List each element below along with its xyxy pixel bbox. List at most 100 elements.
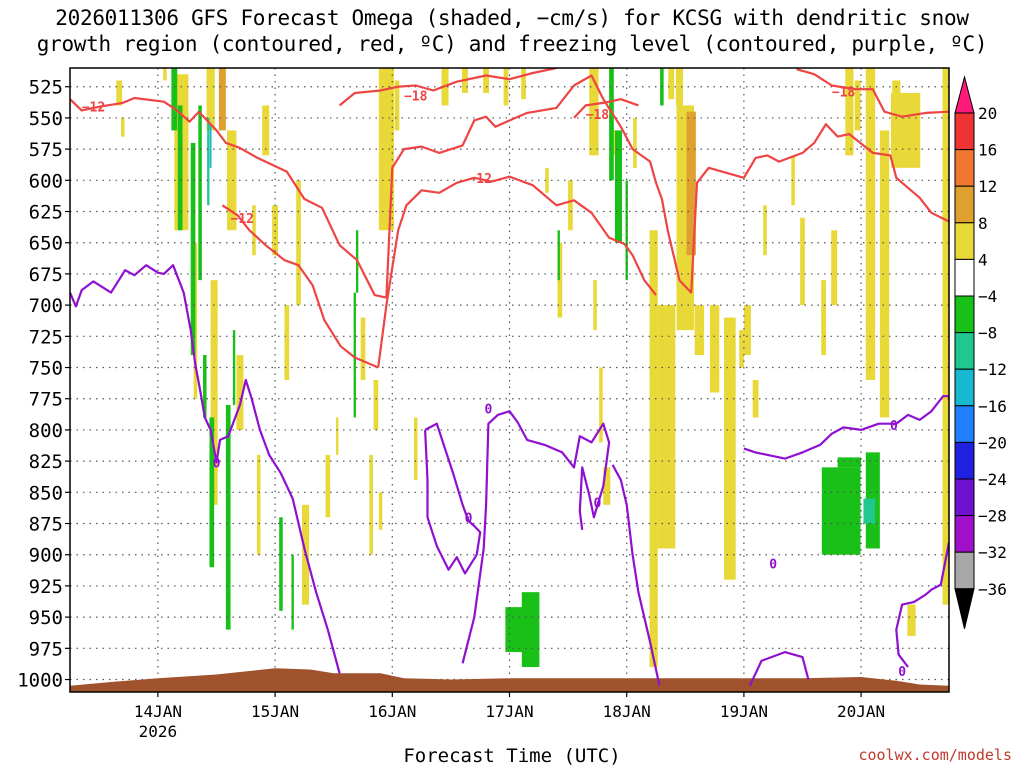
omega-shade-green-76	[291, 554, 294, 630]
omega-shade-yellow-13	[272, 205, 279, 256]
colorbar-block-5	[954, 258, 975, 297]
omega-shade-teal-71	[207, 117, 210, 206]
colorbar-bottom-arrow	[954, 588, 975, 629]
colorbar-label-10: −24	[978, 470, 1007, 489]
omega-shade-yellow-10	[252, 205, 256, 256]
y-tick-label-650: 650	[29, 233, 63, 255]
omega-shade-green-68	[198, 105, 202, 281]
purple-contour-label-3: 0	[593, 496, 601, 511]
y-tick-label-600: 600	[29, 170, 63, 192]
omega-shade-green-75	[279, 517, 283, 611]
omega-shade-orange-7	[218, 68, 226, 131]
y-tick-label-800: 800	[29, 420, 63, 442]
omega-shade-yellow-34	[589, 68, 599, 156]
omega-shade-yellow-22	[378, 492, 383, 530]
omega-shade-yellow-2	[163, 68, 167, 81]
red-contour-line-2	[377, 175, 657, 368]
purple-contour-line-0	[70, 264, 341, 674]
omega-shade-green-82	[609, 68, 614, 181]
y-tick-label-850: 850	[29, 482, 63, 504]
colorbar-block-13	[954, 551, 975, 590]
colorbar-label-11: −28	[978, 507, 1007, 526]
omega-shade-teal-89	[863, 498, 876, 524]
omega-shade-yellow-40	[649, 230, 658, 668]
omega-shade-yellow-12	[262, 105, 270, 156]
x-tick-label-19JAN: 19JAN	[720, 702, 768, 721]
colorbar-label-13: −36	[978, 580, 1007, 599]
omega-shade-yellow-36	[599, 367, 603, 443]
omega-shade-yellow-35	[593, 280, 597, 331]
red-contour-line-3	[338, 68, 557, 107]
red-contour-label-4: −18	[586, 108, 610, 123]
omega-shade-yellow-21	[373, 380, 379, 430]
omega-shade-green-77	[353, 292, 356, 418]
colorbar-block-6	[954, 295, 975, 334]
omega-shade-yellow-28	[483, 68, 489, 93]
y-tick-label-575: 575	[29, 139, 63, 161]
omega-shade-yellow-17	[325, 454, 331, 518]
omega-shade-green-86	[821, 467, 861, 555]
x-tick-label-17JAN: 17JAN	[485, 702, 533, 721]
omega-shade-yellow-58	[854, 80, 861, 131]
omega-shade-yellow-50	[743, 305, 751, 356]
purple-contour-line-2	[424, 422, 482, 575]
purple-contour-label-2: 0	[465, 511, 473, 526]
omega-shade-yellow-30	[521, 68, 526, 100]
omega-shade-yellow-39	[633, 117, 637, 168]
y-tick-label-675: 675	[29, 264, 63, 286]
omega-shade-green-67	[190, 142, 196, 356]
omega-shade-yellow-51	[752, 380, 759, 418]
colorbar-label-9: −20	[978, 433, 1007, 452]
purple-contour-line-4	[748, 651, 810, 687]
credit-link[interactable]: coolwx.com/models	[858, 746, 1012, 764]
y-tick-label-1000: 1000	[17, 670, 63, 692]
colorbar-label-2: 12	[978, 177, 997, 196]
omega-shade-yellow-25	[413, 417, 418, 480]
colorbar-top-arrow	[954, 75, 975, 114]
colorbar-label-0: 20	[978, 104, 997, 123]
omega-shade-yellow-0	[116, 80, 123, 106]
omega-shade-yellow-33	[568, 180, 573, 231]
colorbar-label-3: 8	[978, 214, 988, 233]
omega-shade-yellow-49	[739, 330, 744, 368]
red-contour-label-2: −12	[468, 172, 491, 187]
omega-shade-yellow-59	[865, 68, 876, 380]
colorbar-block-7	[954, 332, 975, 370]
omega-shade-green-83	[614, 130, 623, 243]
colorbar-block-2	[954, 149, 975, 187]
colorbar-label-1: 16	[978, 141, 997, 160]
omega-shade-yellow-47	[709, 305, 720, 393]
colorbar-block-11	[954, 478, 975, 517]
red-contour-line-5	[796, 68, 949, 118]
omega-shade-green-69	[203, 355, 207, 418]
omega-shade-green-65	[171, 68, 178, 131]
omega-shade-yellow-43	[675, 68, 683, 106]
x-tick-label-20JAN: 20JAN	[837, 702, 885, 721]
omega-shade-green-73	[225, 404, 231, 630]
omega-shade-yellow-54	[800, 217, 805, 306]
y-tick-label-550: 550	[29, 108, 63, 130]
red-contour-line-1	[221, 204, 379, 369]
x-tick-label-18JAN: 18JAN	[603, 702, 651, 721]
chart-title-line-1: 2026011306 GFS Forecast Omega (shaded, −…	[55, 6, 969, 30]
omega-shade-yellow-57	[845, 68, 854, 156]
y-tick-label-925: 925	[29, 576, 63, 598]
chart-title-line-2: growth region (contoured, red, ºC) and f…	[36, 32, 988, 56]
omega-shade-orange-45	[686, 111, 696, 256]
omega-shade-green-70	[209, 417, 215, 568]
purple-contour-label-0: 0	[213, 456, 221, 471]
x-axis-label: Forecast Time (UTC)	[403, 745, 621, 767]
colorbar-block-8	[954, 368, 975, 407]
omega-shade-yellow-5	[206, 68, 215, 131]
y-tick-label-900: 900	[29, 545, 63, 567]
y-tick-label-700: 700	[29, 295, 63, 317]
omega-shade-yellow-41	[657, 305, 676, 549]
omega-shade-yellow-6	[210, 280, 218, 505]
red-contour-label-0: −12	[82, 101, 105, 116]
red-contour-label-3: −18	[404, 89, 428, 104]
purple-contour-label-4: 0	[769, 557, 777, 572]
colorbar-block-9	[954, 405, 975, 443]
purple-contour-line-3	[611, 464, 661, 687]
purple-contour-line-5	[743, 395, 949, 460]
omega-shade-green-87	[837, 457, 862, 468]
